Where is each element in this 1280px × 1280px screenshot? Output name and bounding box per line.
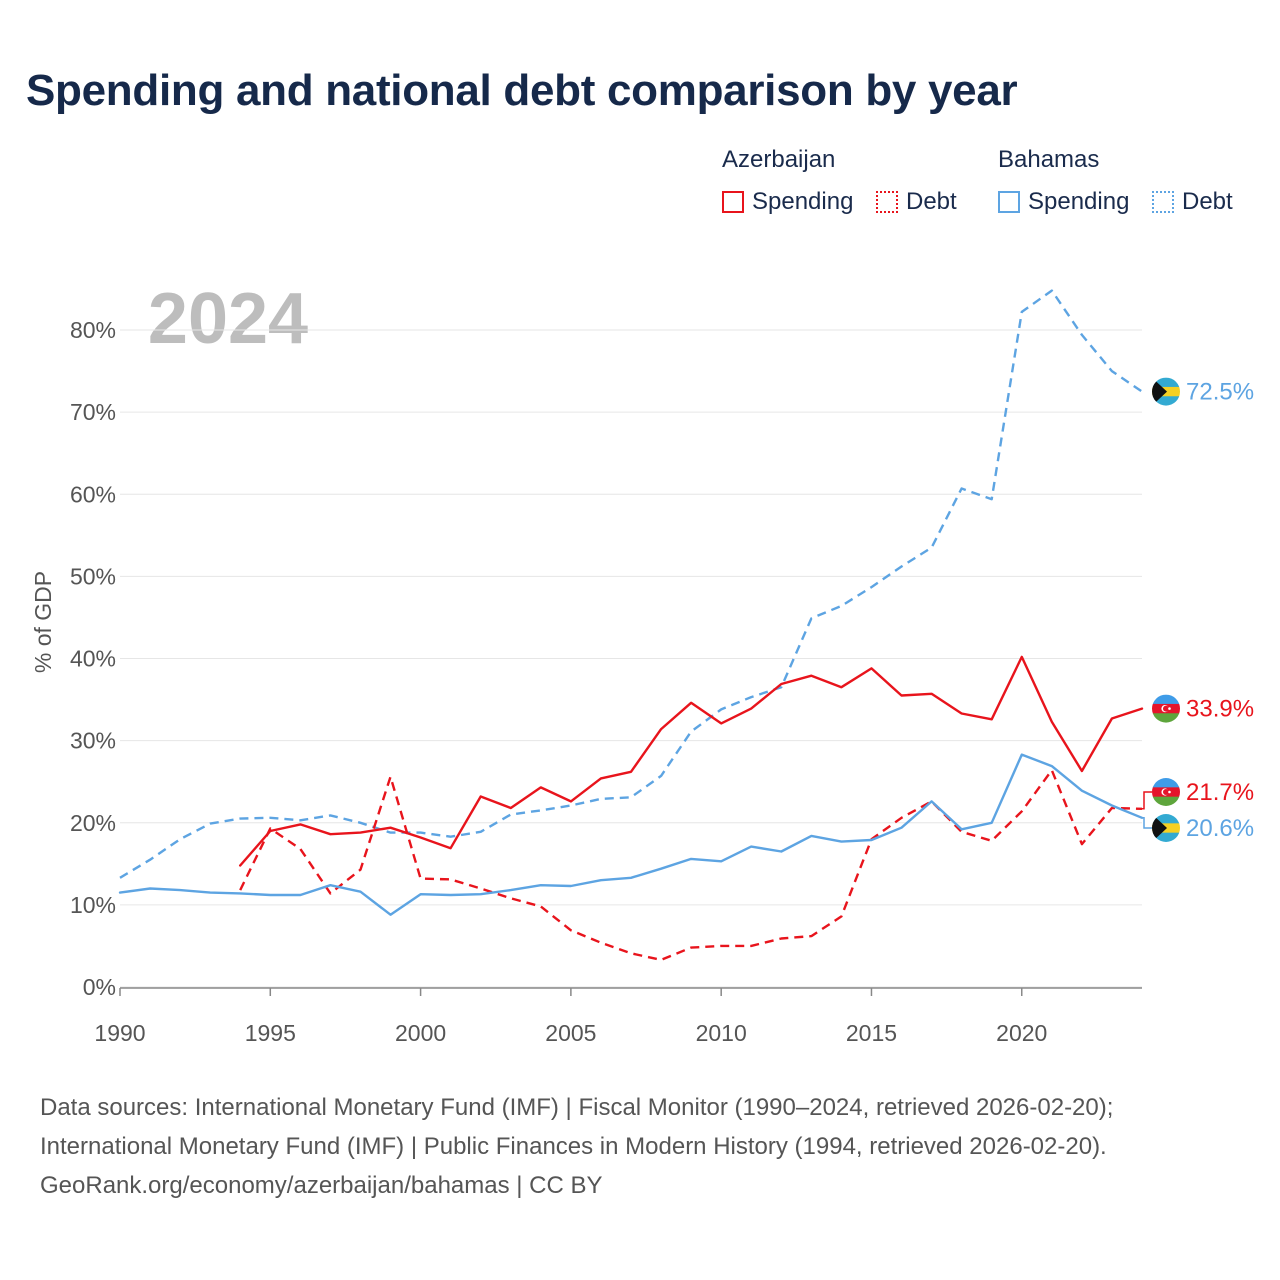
y-tick-label: 40%: [70, 646, 116, 672]
year-watermark: 2024: [148, 279, 308, 359]
azerbaijan-flag-icon: [1152, 694, 1180, 723]
y-tick-label: 60%: [70, 481, 116, 507]
footer-sources-line-2: International Monetary Fund (IMF) | Publ…: [40, 1133, 1107, 1160]
x-tick-label: 1995: [245, 1020, 296, 1046]
legend-group-azerbaijan: Azerbaijan Spending Debt: [722, 146, 972, 226]
azerbaijan-debt-line: [239, 769, 1143, 962]
azerbaijan-flag-icon: [1152, 778, 1180, 806]
x-tick-label: 2000: [395, 1020, 446, 1046]
y-tick-label: 0%: [83, 974, 116, 1000]
end-label-connector: [1142, 817, 1152, 829]
dotted-line-swatch-icon: [876, 191, 898, 213]
legend-item-bahamas-spending[interactable]: Spending: [998, 188, 1129, 216]
y-tick-label: 10%: [70, 892, 116, 918]
legend-group-name: Azerbaijan: [722, 146, 836, 173]
y-axis-label: % of GDP: [30, 571, 56, 673]
bahamas-flag-icon: [1152, 814, 1180, 842]
x-tick-label: 2015: [846, 1020, 897, 1046]
bahamas-spending-line: [118, 753, 1144, 916]
solid-line-swatch-icon: [722, 191, 744, 213]
legend-item-label: Spending: [1028, 188, 1130, 215]
legend-item-azerbaijan-debt[interactable]: Debt: [876, 188, 957, 216]
footer: Data sources: International Monetary Fun…: [40, 1088, 1113, 1205]
end-value-label: 21.7%: [1186, 779, 1254, 806]
chart-title: Spending and national debt comparison by…: [26, 66, 1018, 115]
footer-sources-line-1: Data sources: International Monetary Fun…: [40, 1094, 1114, 1121]
y-tick-label: 20%: [70, 810, 116, 836]
line-chart: 2024 0% 10% 20% 30% 40% 50% 60% 70% 80% 1990 1995 20…: [30, 279, 1254, 1046]
legend-group-bahamas: Bahamas Spending Debt: [998, 146, 1258, 226]
x-tick-label: 1990: [94, 1020, 145, 1046]
bahamas-debt-line: [119, 289, 1143, 879]
solid-line-swatch-icon: [998, 191, 1020, 213]
legend-group-name: Bahamas: [998, 146, 1100, 173]
legend-item-label: Debt: [1182, 188, 1233, 215]
x-tick-label: 2010: [696, 1020, 747, 1046]
x-tick-label: 2005: [545, 1020, 596, 1046]
end-value-label: 20.6%: [1186, 815, 1254, 842]
end-value-label: 33.9%: [1186, 696, 1254, 723]
y-tick-label: 70%: [70, 399, 116, 425]
y-tick-label: 80%: [70, 317, 116, 343]
dotted-line-swatch-icon: [1152, 191, 1174, 213]
y-tick-label: 30%: [70, 728, 116, 754]
y-tick-label: 50%: [70, 563, 116, 589]
legend-item-bahamas-debt[interactable]: Debt: [1152, 188, 1233, 216]
legend-item-label: Debt: [906, 188, 957, 215]
end-label-connector: [1142, 791, 1152, 810]
end-value-label: 72.5%: [1186, 379, 1254, 406]
legend-item-azerbaijan-spending[interactable]: Spending: [722, 188, 853, 216]
footer-attribution: GeoRank.org/economy/azerbaijan/bahamas |…: [40, 1172, 603, 1199]
bahamas-flag-icon: [1152, 377, 1180, 406]
x-tick-label: 2020: [996, 1020, 1047, 1046]
legend-item-label: Spending: [752, 188, 854, 215]
azerbaijan-spending-line: [238, 655, 1144, 867]
